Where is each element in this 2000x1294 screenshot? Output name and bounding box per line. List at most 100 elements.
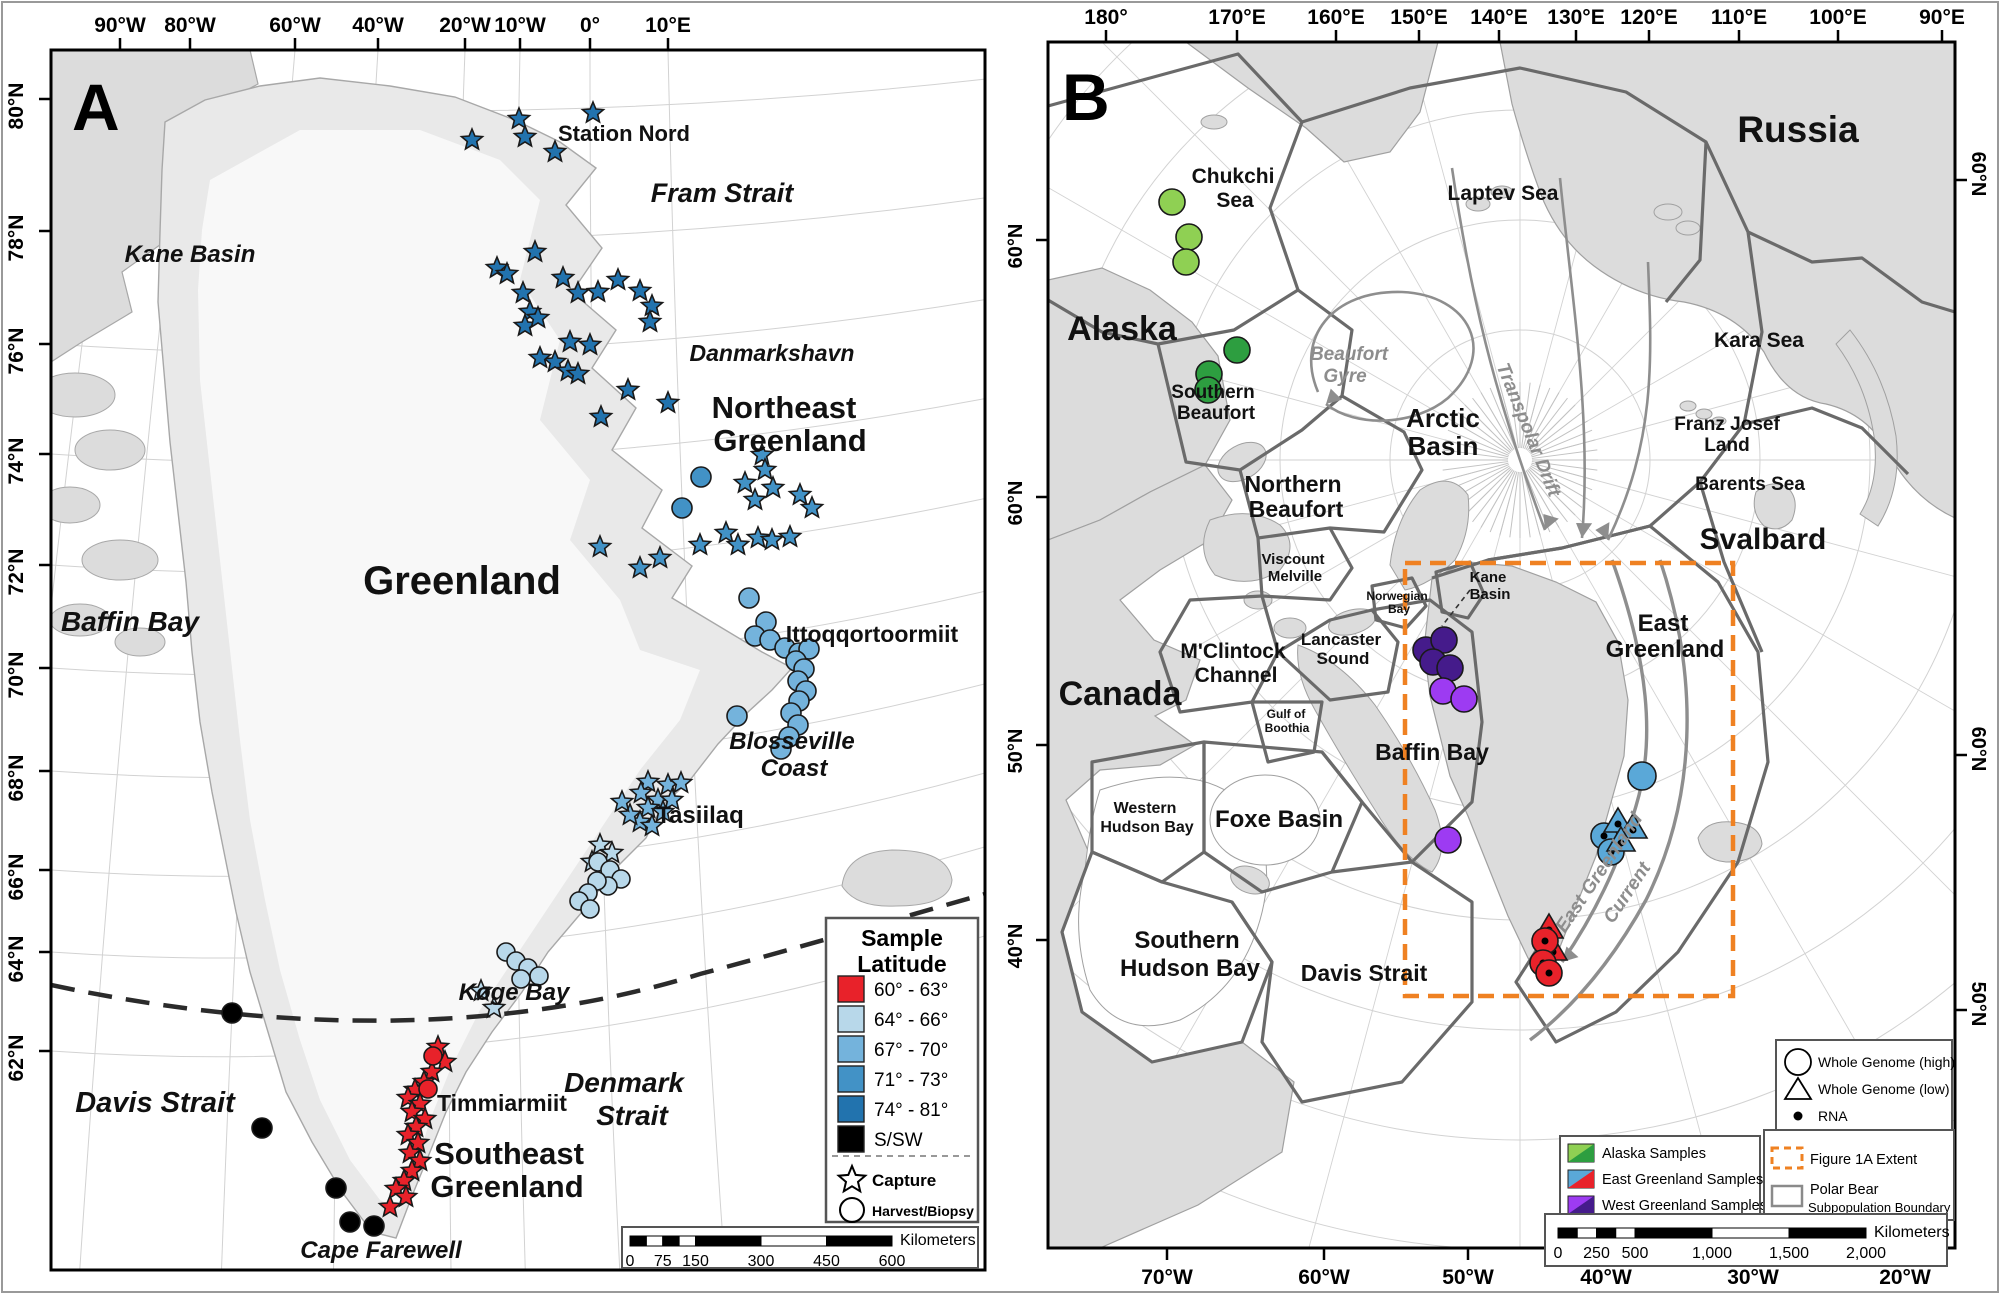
scalebar-tick-label: 450: [813, 1253, 840, 1270]
harvest-circle-point: [580, 899, 600, 919]
rna-dot: [1545, 969, 1553, 977]
axis-label-bottom: 60°W: [1298, 1266, 1350, 1289]
capture-star-point: [506, 105, 532, 130]
place-label: Beaufort: [1310, 344, 1389, 365]
scalebar-unit: Kilometers: [1874, 1224, 1950, 1241]
legend-entry-label: 67° - 70°: [874, 1040, 948, 1061]
capture-star-point: [468, 977, 494, 1002]
axis-label-left: 70°N: [5, 652, 28, 699]
legend-swatch: [837, 1065, 865, 1093]
panel-b-legend-symbols: Whole Genome (high) Whole Genome (low) RNA: [1775, 1039, 1955, 1135]
capture-star-point: [637, 308, 663, 333]
pole-sunburst-line: [1530, 465, 1588, 500]
scalebar-tick-label: 600: [879, 1253, 906, 1270]
pole-sunburst-line: [1442, 461, 1509, 471]
place-label: Melville: [1268, 568, 1322, 585]
rna-icon: [1793, 1111, 1803, 1121]
pole-sunburst-line: [1464, 468, 1512, 516]
novaya-zemlya: [1835, 329, 1898, 527]
axis-label-top: 0°: [580, 14, 600, 37]
scalebar-tick-label: 500: [1622, 1245, 1649, 1262]
axis-label-top: 150°E: [1390, 6, 1447, 29]
pole-sunburst-line: [1526, 397, 1568, 451]
east-greenland-current: [1528, 559, 1689, 1042]
capture-star-point: [725, 531, 751, 556]
legend-symbol-label: Harvest/Biopsy: [872, 1203, 974, 1219]
beaufort-gyre-arrow: [1309, 290, 1475, 422]
place-label: M'Clintock: [1180, 640, 1286, 663]
scalebar-tick-label: 75: [654, 1253, 672, 1270]
capture-star-point: [635, 794, 661, 819]
pole-sunburst-line: [1444, 462, 1509, 481]
island: [1653, 203, 1683, 221]
place-label: Gyre: [1323, 366, 1367, 387]
axis-label-top: 10°E: [645, 14, 691, 37]
pole-sunburst-line: [1472, 397, 1514, 451]
place-label: Alaska: [1067, 310, 1178, 348]
panel-a: 90°W 80°W 60°W 40°W 20°W 10°W 0° 10°E 80°N 78°N 76…: [5, 14, 987, 1272]
panel-a-legend: Sample Latitude 60° - 63° 64° - 66° 67° - …: [824, 916, 980, 1224]
capture-star-point: [565, 279, 591, 304]
axis-label-top: 180°: [1084, 6, 1127, 29]
capture-star-point: [605, 266, 631, 291]
place-label: Coast: [761, 755, 829, 782]
axis-label-top: 10°W: [494, 14, 546, 37]
sample-swatch-diagonal: [1568, 1196, 1594, 1214]
foxe-basin-water: [1209, 774, 1321, 866]
capture-star-point: [627, 554, 653, 579]
panel-b-axes: 180° 170°E 160°E 150°E 140°E 130°E 120°E 110°E 1…: [1005, 6, 1989, 1289]
harvest-circle-icon: [839, 1197, 865, 1223]
meridian-line: [1048, 469, 1482, 587]
place-label: Chukchi: [1192, 165, 1275, 188]
pole-sunburst-line: [1464, 404, 1512, 452]
harvest-circle-point: [671, 497, 693, 519]
pole-sunburst-line: [1530, 420, 1588, 455]
island: [74, 429, 146, 471]
place-label: Franz Josef: [1674, 414, 1780, 435]
axis-label-top: 40°W: [352, 14, 404, 37]
rna-dot: [1541, 937, 1549, 945]
scalebar-segment: [1615, 1227, 1636, 1239]
place-label: Station Nord: [558, 121, 690, 146]
legend-swatch: [837, 1125, 865, 1153]
capture-star-point: [393, 1183, 419, 1208]
axis-label-top: 170°E: [1208, 6, 1265, 29]
capture-star-point: [749, 441, 775, 466]
scalebar-segment: [1711, 1227, 1790, 1239]
capture-star-point: [481, 994, 507, 1019]
axis-label-bottom: 30°W: [1727, 1266, 1779, 1289]
pole-sunburst-line: [1529, 412, 1583, 454]
capture-star-point: [639, 812, 665, 837]
capture-star-point: [588, 403, 614, 428]
place-label: Land: [1704, 435, 1749, 456]
greenland-icesheet: [198, 130, 700, 1210]
place-label: Russia: [1737, 109, 1859, 150]
figure-1a-extent-box: [1402, 560, 1736, 999]
pole-sunburst-line: [1489, 387, 1516, 450]
axis-label-left: 66°N: [5, 854, 28, 901]
place-label: Greenland: [1606, 636, 1725, 663]
island: [1217, 441, 1267, 483]
scalebar-segment: [629, 1235, 647, 1247]
capture-star-point: [777, 523, 803, 548]
chukchi-sample-circle: [1158, 188, 1186, 216]
canada-mainland: [1048, 464, 1295, 1248]
legend-swatch: [837, 975, 865, 1003]
place-label: Svalbard: [1700, 523, 1827, 556]
island: [1490, 185, 1514, 199]
axis-label-left: 62°N: [5, 1035, 28, 1082]
place-label: Hudson Bay: [1100, 819, 1193, 836]
transpolar-drift-arrow: [1558, 177, 1587, 539]
axis-label-left: 76°N: [5, 328, 28, 375]
transpolar-drift-arrow: [1450, 167, 1547, 531]
place-label: Denmark: [564, 1067, 685, 1098]
boundary-label-line2: Subpopulation Boundary: [1808, 1200, 1951, 1215]
harvest-circle-point: [251, 1117, 273, 1139]
west-greenland-sample-circle: [1434, 826, 1462, 854]
rna-dot: [1614, 820, 1622, 828]
scalebar-tick-label: 0: [626, 1253, 635, 1270]
capture-star-point: [659, 786, 685, 811]
harvest-circle-point: [770, 738, 792, 760]
pole-sunburst-line: [1499, 471, 1518, 536]
axis-label-bottom: 50°W: [1442, 1266, 1494, 1289]
